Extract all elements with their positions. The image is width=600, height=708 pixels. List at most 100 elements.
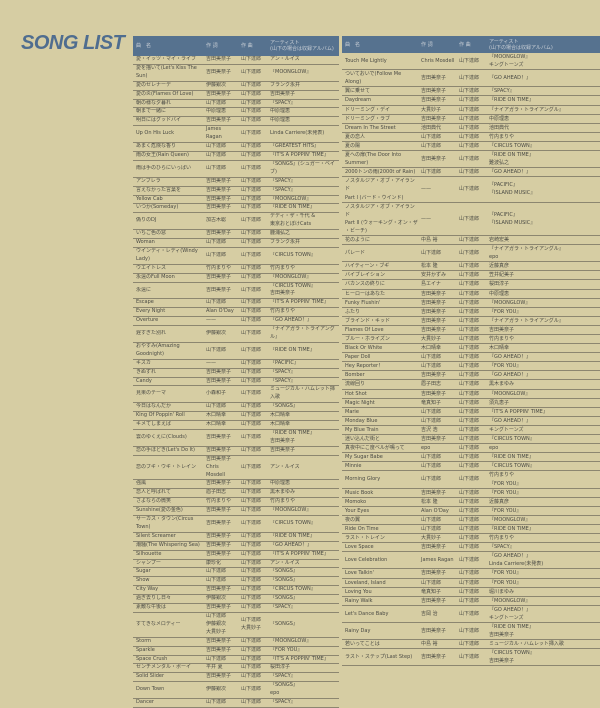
lyricist: 山下達郎 [206,164,227,171]
artist: 竹内まりや [489,133,515,140]
table-row: Up On His Luck James Ragan 山下達郎 Linda Carri… [133,126,339,144]
composer: 山下達郎 [459,124,480,131]
song-title: Monday Blue [345,417,378,424]
table-row: 夏への扉(The Door Into Summer) 吉田美奈子 山下達郎 『RIDE… [342,151,600,169]
lyricist: 吉田美奈子 [206,68,232,75]
artist: ミュージカル・ハムレット挿入歌 [489,641,564,648]
lyricist: 吉田美奈子 [206,646,232,653]
composer: 山下達郎 [241,541,262,548]
composer: 山下達郎 [241,586,262,593]
song-title: すてきなメロディー [136,620,181,627]
artist: 『MOONGLOW』 キングトーンズ [489,54,531,69]
table-row: きぬずれ 吉田美奈子 山下達郎 『SPACY』 [133,369,339,378]
composer: 山下達郎 [459,507,480,514]
composer: 山下達郎 [241,507,262,514]
table-row: Silhouette 吉田美奈子 山下達郎 『IT'S A POPPIN' TIME』 [133,551,339,560]
artist: 竹内まりや [489,336,515,342]
table-row: いつか(Someday) 吉田美奈子 山下達郎 『RIDE ON TIME』 [133,204,339,214]
song-title: ついておいで(Follow Me Along) [345,71,402,86]
composer: 山下達郎 [459,445,480,452]
composer: 山下達郎 [459,641,480,648]
table-row: 愛の炎(Flames Of Love) 吉田美奈子 山下達郎 吉田美奈子 [133,91,339,100]
table-row: 花のように 中島 裕 山下達郎 岩崎宏美 [342,236,600,246]
composer: 山下達郎 [459,408,480,415]
composer: 山下達郎 [241,151,262,158]
lyricist: 山下達郎 [206,99,227,106]
lyricist: 吉田美奈子 [206,604,232,611]
composer: 山下達郎 [241,81,262,88]
artist: 『CIRCUS TOWN』 [270,586,316,593]
song-title: Silhouette [136,550,162,557]
artist: 中原理恵 [489,115,510,122]
song-title: 夏への扉(The Door Into Summer) [345,152,402,167]
composer: 山下達郎 [459,75,480,82]
artist: 『IT'S A POPPIN' TIME』 [270,299,329,306]
composer: 山下達郎 [241,686,262,693]
lyricist: 吉田美奈子 [206,204,232,211]
artist: 吉田美奈子 [489,326,515,333]
lyricist: 平井 夏 [206,664,223,671]
song-title: サーカス・タウン(Circus Town) [136,516,194,530]
composer: 山下達郎 [241,264,262,271]
composer: 山下達郎 [459,417,480,424]
artist: 『RIDE ON TIME』 [489,525,534,532]
composer: 山下達郎 [241,568,262,575]
composer: 山下達郎 [241,68,262,75]
song-title: 雨は手のひらにいっぱい [136,164,192,171]
lyricist: 吉田美奈子 [206,56,232,62]
song-title: おやすみ(Amazing Goodnight) [136,342,180,357]
composer: 山下達郎 [459,281,480,288]
table-row: ノスタルジア・オブ・アイランド Part II (ウォーキング・オン・ザ ・ビー… [342,203,600,236]
artist: 『MOONGLOW』 [270,507,312,514]
artist: 吉田美奈子 [270,90,296,97]
song-title: 夏の陽 [345,142,361,149]
table-row: ハイティーン・ブギ 松本 隆 山下達郎 近藤真彦 [342,262,600,272]
table-row: Hey Reporter！ 山下達郎 山下達郎 『FOR YOU』 [342,362,600,372]
table-row: ブルー・ホライズン 大貫妙子 山下達郎 竹内まりや [342,335,600,345]
lyricist: 吉田美奈子 [206,507,232,514]
artist: 木口晴幸 [270,421,291,428]
header-artist: アーティスト (山下の場合は収録アルバム) [489,38,553,51]
composer: 山下達郎 [459,308,480,315]
table-row: 雨は手のひらにいっぱい 山下達郎 山下達郎 『SONGS』(シュガー・ベイブ) [133,161,339,178]
lyricist: 松本 隆 [421,498,438,505]
composer: 山下達郎 [241,368,262,375]
lyricist: 吉田美奈子 [421,299,447,306]
artist: 『FOR YOU』 [489,570,522,577]
song-title: ブラインド・キッド [345,317,391,324]
artist: 『MOONGLOW』 [489,390,531,397]
song-title: My Sugar Babe [345,454,383,461]
composer: 山下達郎 [459,610,480,617]
song-title: アンブレラ [136,177,161,184]
composer: 山下達郎 [459,345,480,352]
table-row: ウインディ・レディ(Windy Lady) 山下達郎 山下達郎 『CIRCUS TOW… [133,248,339,265]
song-title: Overture [136,317,159,324]
lyricist: 木口晴幸 [421,345,442,352]
table-row: 恋の手ほどき(Let's Do It) 吉田美奈子 山下達郎 吉田美奈子 [133,447,339,456]
artist: 『PACIFIC』 『ISLAND MUSIC』 [489,182,536,197]
artist: 『RIDE ON TIME』 [489,454,534,461]
artist: 『SONGS』 [270,620,298,627]
artist: 『GO AHEAD！』 [489,354,532,361]
lyricist: 吉田美奈子 [421,654,447,661]
song-title: Silent Screamer [136,532,176,539]
lyricist: 竹内まりや [206,498,232,505]
lyricist: 山下達郎 [421,516,442,523]
artist: 中原理恵 [270,480,291,487]
artist: 須丸恵子 [489,399,510,406]
song-title: Loveland, Island [345,579,386,586]
composer: 山下達郎 [459,115,480,122]
table-row: ブラインド・キッド 吉田美奈子 山下達郎 『ナイアガラ・トライアングル』 [342,317,600,326]
table-row: キメてしまえば 木口晴幸 山下達郎 木口晴幸 [133,421,339,430]
composer: 山下達郎 [459,436,480,443]
table-row: 迷い込んだ街と 吉田美奈子 山下達郎 『CIRCUS TOWN』 [342,435,600,445]
composer: 山下達郎 [459,597,480,604]
composer: 山下達郎 [241,412,262,419]
artist: 『CIRCUS TOWN』 [270,519,316,526]
table-row: 強風 吉田美奈子 山下達郎 中原理恵 [133,480,339,490]
song-title: 恋人と呼ばれて [136,489,171,496]
lyricist: 山下達郎 [206,239,227,246]
song-title: Morning Glory [345,476,381,483]
lyricist: 山下達郎 [421,476,442,483]
artist: 笠井紀美子 [489,272,515,279]
